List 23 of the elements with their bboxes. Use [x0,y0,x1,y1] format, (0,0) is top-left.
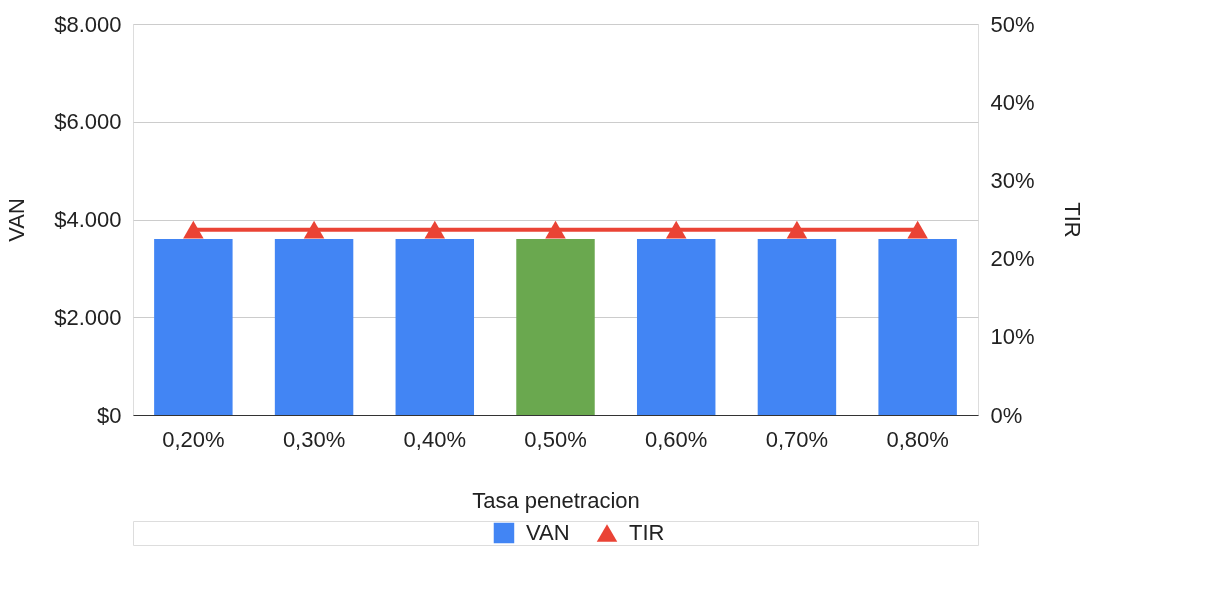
y-tick-label: $0 [97,402,122,428]
y-tick-label: $2.000 [54,304,122,330]
y2-axis-title: TIR [1059,202,1085,238]
x-tick-label: 0,20% [162,426,225,452]
x-tick-label: 0,40% [403,426,466,452]
x-tick-label: 0,30% [282,426,346,452]
x-tick-label: 0,70% [765,426,829,452]
x-tick-label: 0,60% [645,426,708,452]
y2-tick-label: 50% [990,11,1035,37]
x-tick-label: 0,80% [886,426,949,452]
y-tick-label: $8.000 [54,11,122,37]
y-tick-label: $4.000 [54,207,122,232]
legend-label: VAN [525,520,570,545]
y-axis-title: VAN [4,198,30,242]
y-tick-label: $6.000 [54,109,122,135]
x-axis-title: Tasa penetracion [472,487,640,513]
y2-tick-label: 30% [990,167,1035,193]
x-tick-label: 0,50% [524,426,587,452]
legend-label: TIR [629,520,665,545]
y2-tick-label: 0% [990,402,1023,428]
y2-tick-label: 20% [990,246,1035,272]
y2-tick-label: 10% [990,324,1035,350]
y2-tick-label: 40% [990,89,1035,115]
